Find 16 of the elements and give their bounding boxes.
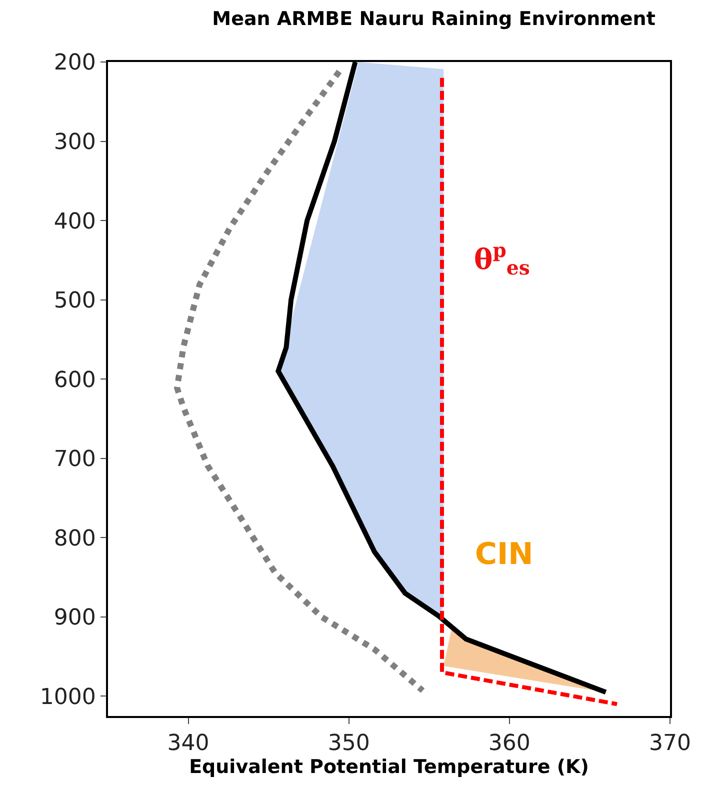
x-axis-title: Equivalent Potential Temperature (K): [189, 756, 589, 778]
y-tick-label: 700: [54, 447, 96, 472]
x-tick-label: 360: [488, 731, 530, 756]
y-tick-label: 400: [54, 209, 96, 234]
y-tick-label: 1000: [40, 684, 96, 710]
y-tick-label: 600: [54, 368, 96, 393]
y-tick-label: 200: [54, 50, 96, 76]
chart-title: Mean ARMBE Nauru Raining Environment: [212, 8, 656, 30]
x-tick-label: 350: [328, 731, 370, 756]
annotation: CIN: [475, 537, 534, 572]
y-tick-label: 900: [54, 606, 96, 631]
x-tick-label: 340: [167, 731, 210, 756]
y-tick-label: 300: [54, 130, 96, 155]
y-tick-label: 800: [54, 526, 96, 552]
y-tick-label: 500: [54, 288, 96, 314]
x-tick-label: 370: [649, 731, 691, 756]
